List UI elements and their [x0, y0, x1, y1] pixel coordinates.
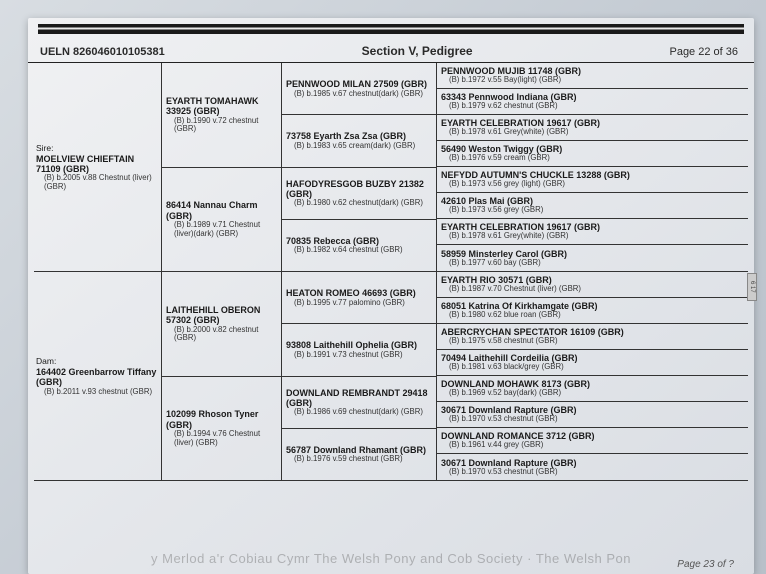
page-header: UELN 826046010105381 Section V, Pedigree…: [28, 38, 754, 63]
horse-detail: (B) b.1973 v.56 grey (light) (GBR): [441, 180, 744, 189]
ueln-code: UELN 826046010105381: [40, 46, 165, 58]
decorative-rule: [38, 24, 744, 34]
sire-name: MOELVIEW CHIEFTAIN 71109 (GBR): [36, 154, 157, 175]
dam-cell: Dam: 164402 Greenbarrow Tiffany (GBR) (B…: [34, 272, 162, 480]
horse-detail: (B) b.1986 v.69 chestnut(dark) (GBR): [286, 408, 432, 417]
gen3-cell: HEATON ROMEO 46693 (GBR) (B) b.1995 v.77…: [282, 272, 436, 324]
horse-detail: (B) b.1977 v.60 bay (GBR): [441, 259, 744, 268]
section-title: Section V, Pedigree: [362, 44, 473, 58]
gen3-cell: 56787 Downland Rhamant (GBR) (B) b.1976 …: [282, 429, 436, 480]
horse-name: LAITHEHILL OBERON 57302 (GBR): [166, 305, 277, 326]
gen3-cell: HAFODYRESGOB BUZBY 21382 (GBR) (B) b.198…: [282, 168, 436, 220]
horse-detail: (B) b.1994 v.76 Chestnut (liver) (GBR): [166, 430, 277, 447]
gen4-cell: DOWNLAND MOHAWK 8173 (GBR)(B) b.1969 v.5…: [437, 376, 748, 402]
gen4-cell: ABERCRYCHAN SPECTATOR 16109 (GBR)(B) b.1…: [437, 324, 748, 350]
gen4-cell: 58959 Minsterley Carol (GBR)(B) b.1977 v…: [437, 245, 748, 271]
horse-name: EYARTH TOMAHAWK 33925 (GBR): [166, 96, 277, 117]
pedigree-document: UELN 826046010105381 Section V, Pedigree…: [28, 18, 754, 574]
horse-detail: (B) b.1990 v.72 chestnut (GBR): [166, 117, 277, 134]
gen2-cell: 102099 Rhoson Tyner (GBR) (B) b.1994 v.7…: [162, 377, 281, 481]
horse-name: DOWNLAND REMBRANDT 29418 (GBR): [286, 388, 432, 409]
gen4-cell: NEFYDD AUTUMN'S CHUCKLE 13288 (GBR)(B) b…: [437, 167, 748, 193]
horse-name: 102099 Rhoson Tyner (GBR): [166, 409, 277, 430]
gen4-cell: DOWNLAND ROMANCE 3712 (GBR)(B) b.1961 v.…: [437, 428, 748, 454]
dam-detail: (B) b.2011 v.93 chestnut (GBR): [36, 388, 157, 397]
horse-detail: (B) b.1983 v.65 cream(dark) (GBR): [286, 142, 432, 151]
pedigree-table: Sire: MOELVIEW CHIEFTAIN 71109 (GBR) (B)…: [34, 63, 748, 481]
dam-name: 164402 Greenbarrow Tiffany (GBR): [36, 367, 157, 388]
horse-detail: (B) b.1973 v.56 grey (GBR): [441, 206, 744, 215]
gen4-cell: EYARTH CELEBRATION 19617 (GBR)(B) b.1978…: [437, 115, 748, 141]
horse-detail: (B) b.1976 v.59 cream (GBR): [441, 154, 744, 163]
horse-detail: (B) b.1970 v.53 chestnut (GBR): [441, 415, 744, 424]
gen3-cell: 70835 Rebecca (GBR) (B) b.1982 v.64 ches…: [282, 220, 436, 271]
gen4-cell: 63343 Pennwood Indiana (GBR)(B) b.1979 v…: [437, 89, 748, 115]
gen4-cell: 30671 Downland Rapture (GBR)(B) b.1970 v…: [437, 454, 748, 480]
horse-detail: (B) b.1979 v.62 chestnut (GBR): [441, 102, 744, 111]
gen3-cell: 93808 Laithehill Ophelia (GBR) (B) b.199…: [282, 324, 436, 376]
horse-detail: (B) b.1969 v.52 bay(dark) (GBR): [441, 389, 744, 398]
horse-detail: (B) b.1987 v.70 Chestnut (liver) (GBR): [441, 285, 744, 294]
gen3-cell: DOWNLAND REMBRANDT 29418 (GBR) (B) b.198…: [282, 377, 436, 429]
horse-detail: (B) b.1978 v.61 Grey(white) (GBR): [441, 128, 744, 137]
sire-cell: Sire: MOELVIEW CHIEFTAIN 71109 (GBR) (B)…: [34, 63, 162, 271]
horse-detail: (B) b.1978 v.61 Grey(white) (GBR): [441, 232, 744, 241]
dam-label: Dam:: [36, 356, 157, 366]
gen3-cell: PENNWOOD MILAN 27509 (GBR) (B) b.1985 v.…: [282, 63, 436, 115]
horse-detail: (B) b.1985 v.67 chestnut(dark) (GBR): [286, 90, 432, 99]
gen4-cell: EYARTH RIO 30571 (GBR)(B) b.1987 v.70 Ch…: [437, 272, 748, 298]
page-number: Page 22 of 36: [669, 46, 738, 58]
gen4-cell: 56490 Weston Twiggy (GBR)(B) b.1976 v.59…: [437, 141, 748, 167]
gen2-cell: LAITHEHILL OBERON 57302 (GBR) (B) b.2000…: [162, 272, 281, 377]
dam-block: Dam: 164402 Greenbarrow Tiffany (GBR) (B…: [34, 272, 748, 481]
sire-label: Sire:: [36, 143, 157, 153]
gen4-cell: 68051 Katrina Of Kirkhamgate (GBR)(B) b.…: [437, 298, 748, 324]
gen4-cell: 42610 Plas Mai (GBR)(B) b.1973 v.56 grey…: [437, 193, 748, 219]
horse-detail: (B) b.2000 v.82 chestnut (GBR): [166, 326, 277, 343]
horse-detail: (B) b.1982 v.64 chestnut (GBR): [286, 246, 432, 255]
gen2-cell: 86414 Nannau Charm (GBR) (B) b.1989 v.71…: [162, 168, 281, 272]
horse-name: HEATON ROMEO 46693 (GBR): [286, 288, 432, 298]
horse-detail: (B) b.1961 v.44 grey (GBR): [441, 441, 744, 450]
gen2-cell: EYARTH TOMAHAWK 33925 (GBR) (B) b.1990 v…: [162, 63, 281, 168]
sire-detail: (B) b.2005 v.88 Chestnut (liver) (GBR): [36, 174, 157, 191]
horse-detail: (B) b.1989 v.71 Chestnut (liver)(dark) (…: [166, 221, 277, 238]
gen4-cell: 70494 Laithehill Cordeilia (GBR)(B) b.19…: [437, 350, 748, 376]
index-tab: 6 17: [747, 273, 757, 301]
page-footer: Page 23 of ?: [28, 559, 754, 570]
horse-detail: (B) b.1970 v.53 chestnut (GBR): [441, 468, 744, 477]
horse-detail: (B) b.1991 v.73 chestnut (GBR): [286, 351, 432, 360]
sire-block: Sire: MOELVIEW CHIEFTAIN 71109 (GBR) (B)…: [34, 63, 748, 272]
gen3-cell: 73758 Eyarth Zsa Zsa (GBR) (B) b.1983 v.…: [282, 115, 436, 167]
horse-detail: (B) b.1980 v.62 blue roan (GBR): [441, 311, 744, 320]
gen4-cell: PENNWOOD MUJIB 11748 (GBR)(B) b.1972 v.5…: [437, 63, 748, 89]
horse-detail: (B) b.1975 v.58 chestnut (GBR): [441, 337, 744, 346]
horse-detail: (B) b.1976 v.59 chestnut (GBR): [286, 455, 432, 464]
gen4-cell: 30671 Downland Rapture (GBR)(B) b.1970 v…: [437, 402, 748, 428]
horse-name: HAFODYRESGOB BUZBY 21382 (GBR): [286, 179, 432, 200]
next-page-number: Page 23 of ?: [677, 559, 734, 570]
horse-name: 86414 Nannau Charm (GBR): [166, 200, 277, 221]
horse-detail: (B) b.1980 v.62 chestnut(dark) (GBR): [286, 199, 432, 208]
horse-detail: (B) b.1981 v.63 black/grey (GBR): [441, 363, 744, 372]
gen4-cell: EYARTH CELEBRATION 19617 (GBR)(B) b.1978…: [437, 219, 748, 245]
horse-detail: (B) b.1995 v.77 palomino (GBR): [286, 299, 432, 308]
horse-detail: (B) b.1972 v.55 Bay(light) (GBR): [441, 76, 744, 85]
horse-name: PENNWOOD MILAN 27509 (GBR): [286, 79, 432, 89]
